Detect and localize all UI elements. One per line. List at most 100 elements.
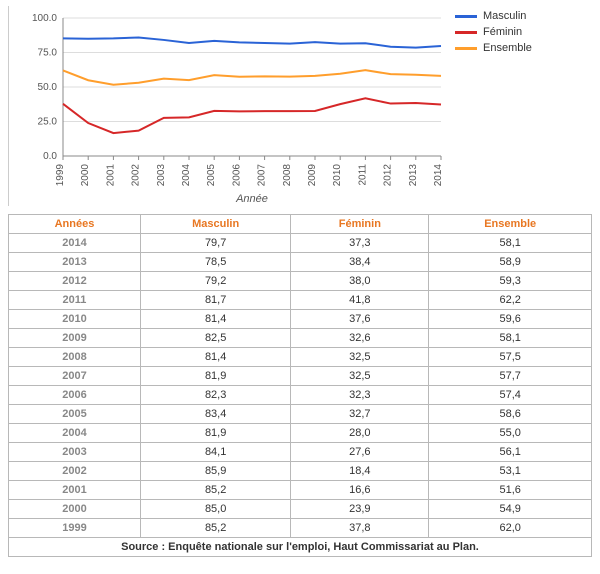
table-row: 199985,237,862,0: [9, 519, 592, 538]
value-cell: 59,3: [429, 272, 592, 291]
legend-swatch: [455, 31, 477, 34]
value-cell: 58,6: [429, 405, 592, 424]
value-cell: 83,4: [140, 405, 290, 424]
svg-text:50.0: 50.0: [38, 82, 58, 93]
source-note: Source : Enquête nationale sur l'emploi,…: [9, 538, 592, 557]
table-header: Féminin: [291, 215, 429, 234]
year-cell: 1999: [9, 519, 141, 538]
value-cell: 32,6: [291, 329, 429, 348]
year-cell: 2004: [9, 424, 141, 443]
svg-text:2004: 2004: [181, 164, 192, 187]
svg-text:Année: Année: [235, 193, 268, 205]
svg-text:1999: 1999: [55, 164, 66, 187]
year-cell: 2007: [9, 367, 141, 386]
year-cell: 2011: [9, 291, 141, 310]
year-cell: 2005: [9, 405, 141, 424]
value-cell: 82,5: [140, 329, 290, 348]
year-cell: 2009: [9, 329, 141, 348]
table-header: Ensemble: [429, 215, 592, 234]
legend-label: Masculin: [483, 10, 526, 22]
value-cell: 32,5: [291, 348, 429, 367]
table-row: 200583,432,758,6: [9, 405, 592, 424]
legend: Masculin Féminin Ensemble: [445, 6, 532, 206]
value-cell: 37,8: [291, 519, 429, 538]
value-cell: 62,2: [429, 291, 592, 310]
value-cell: 54,9: [429, 500, 592, 519]
legend-swatch: [455, 15, 477, 18]
table-row: 200481,928,055,0: [9, 424, 592, 443]
legend-label: Féminin: [483, 26, 522, 38]
svg-text:2002: 2002: [131, 164, 142, 187]
table-row: 200384,127,656,1: [9, 443, 592, 462]
legend-item: Ensemble: [455, 42, 532, 54]
value-cell: 16,6: [291, 481, 429, 500]
year-cell: 2013: [9, 253, 141, 272]
value-cell: 37,3: [291, 234, 429, 253]
value-cell: 62,0: [429, 519, 592, 538]
value-cell: 27,6: [291, 443, 429, 462]
value-cell: 23,9: [291, 500, 429, 519]
value-cell: 37,6: [291, 310, 429, 329]
value-cell: 81,9: [140, 367, 290, 386]
legend-item: Féminin: [455, 26, 532, 38]
legend-label: Ensemble: [483, 42, 532, 54]
value-cell: 58,1: [429, 329, 592, 348]
table-header: Masculin: [140, 215, 290, 234]
value-cell: 85,2: [140, 481, 290, 500]
value-cell: 81,4: [140, 310, 290, 329]
value-cell: 85,2: [140, 519, 290, 538]
table-row: 201181,741,862,2: [9, 291, 592, 310]
source-row: Source : Enquête nationale sur l'emploi,…: [9, 538, 592, 557]
value-cell: 79,7: [140, 234, 290, 253]
table-row: 200881,432,557,5: [9, 348, 592, 367]
value-cell: 82,3: [140, 386, 290, 405]
legend-item: Masculin: [455, 10, 532, 22]
value-cell: 79,2: [140, 272, 290, 291]
svg-text:75.0: 75.0: [38, 48, 58, 59]
year-cell: 2000: [9, 500, 141, 519]
svg-text:2001: 2001: [105, 164, 116, 187]
table-row: 201479,737,358,1: [9, 234, 592, 253]
value-cell: 32,7: [291, 405, 429, 424]
value-cell: 78,5: [140, 253, 290, 272]
value-cell: 57,4: [429, 386, 592, 405]
value-cell: 59,6: [429, 310, 592, 329]
value-cell: 57,7: [429, 367, 592, 386]
svg-text:2013: 2013: [408, 164, 419, 187]
value-cell: 81,4: [140, 348, 290, 367]
value-cell: 81,9: [140, 424, 290, 443]
value-cell: 38,4: [291, 253, 429, 272]
value-cell: 56,1: [429, 443, 592, 462]
value-cell: 85,9: [140, 462, 290, 481]
svg-text:0.0: 0.0: [43, 151, 57, 162]
svg-text:2011: 2011: [357, 164, 368, 186]
year-cell: 2008: [9, 348, 141, 367]
table-row: 200682,332,357,4: [9, 386, 592, 405]
svg-text:2003: 2003: [156, 164, 167, 187]
table-row: 201378,538,458,9: [9, 253, 592, 272]
year-cell: 2002: [9, 462, 141, 481]
line-chart: 0.025.050.075.0100.019992000200120022003…: [15, 6, 445, 206]
svg-text:2010: 2010: [332, 164, 343, 187]
svg-text:2005: 2005: [206, 164, 217, 187]
value-cell: 38,0: [291, 272, 429, 291]
svg-text:2009: 2009: [307, 164, 318, 187]
value-cell: 85,0: [140, 500, 290, 519]
value-cell: 81,7: [140, 291, 290, 310]
svg-text:2014: 2014: [433, 164, 444, 187]
year-cell: 2003: [9, 443, 141, 462]
table-row: 200285,918,453,1: [9, 462, 592, 481]
data-table: AnnéesMasculinFémininEnsemble 201479,737…: [8, 214, 592, 557]
value-cell: 32,3: [291, 386, 429, 405]
svg-text:2007: 2007: [257, 164, 268, 187]
value-cell: 28,0: [291, 424, 429, 443]
table-row: 200982,532,658,1: [9, 329, 592, 348]
svg-text:25.0: 25.0: [38, 117, 58, 128]
table-row: 201081,437,659,6: [9, 310, 592, 329]
svg-text:2006: 2006: [231, 164, 242, 187]
value-cell: 58,1: [429, 234, 592, 253]
year-cell: 2012: [9, 272, 141, 291]
value-cell: 51,6: [429, 481, 592, 500]
table-row: 200185,216,651,6: [9, 481, 592, 500]
value-cell: 57,5: [429, 348, 592, 367]
